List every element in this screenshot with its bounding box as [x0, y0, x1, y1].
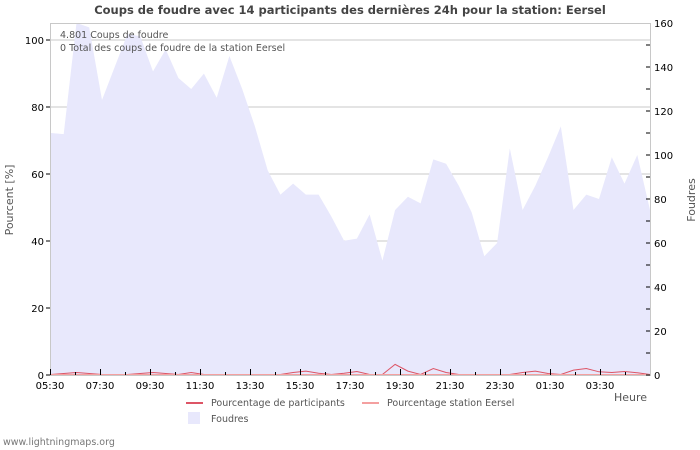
x-axis: 05:30 07:30 09:30 11:30 13:30 15:30 17:30 19:30… [36, 369, 626, 392]
svg-text:120: 120 [654, 107, 673, 118]
svg-text:19:30: 19:30 [386, 381, 415, 392]
svg-text:21:30: 21:30 [436, 381, 465, 392]
svg-text:05:30: 05:30 [36, 381, 65, 392]
svg-text:60: 60 [31, 170, 44, 181]
svg-text:09:30: 09:30 [136, 381, 165, 392]
svg-text:160: 160 [654, 19, 673, 30]
foudres-area [50, 23, 650, 375]
legend: Pourcentage de participants Pourcentage … [186, 398, 514, 425]
left-y-axis: 0 20 40 60 80 100 [25, 36, 50, 382]
svg-text:40: 40 [31, 237, 44, 248]
x-axis-title: Heure [614, 391, 647, 404]
right-y-axis: 0 20 40 60 80 100 120 140 160 [646, 19, 673, 382]
svg-text:15:30: 15:30 [286, 381, 315, 392]
svg-text:23:30: 23:30 [486, 381, 515, 392]
legend-label-participants: Pourcentage de participants [211, 398, 345, 409]
svg-text:03:30: 03:30 [586, 381, 615, 392]
footer-source-link[interactable]: www.lightningmaps.org [3, 437, 115, 448]
svg-text:0: 0 [654, 371, 660, 382]
annotation-total-strikes: 4.801 Coups de foudre [60, 30, 168, 41]
svg-text:100: 100 [25, 36, 44, 47]
svg-text:20: 20 [31, 304, 44, 315]
left-axis-title: Pourcent [%] [3, 165, 16, 236]
svg-text:80: 80 [31, 103, 44, 114]
svg-text:40: 40 [654, 283, 667, 294]
svg-text:0: 0 [38, 371, 44, 382]
svg-text:80: 80 [654, 195, 667, 206]
chart-title: Coups de foudre avec 14 participants des… [94, 3, 606, 17]
svg-text:140: 140 [654, 63, 673, 74]
svg-text:20: 20 [654, 327, 667, 338]
svg-text:07:30: 07:30 [86, 381, 115, 392]
annotation-station-strikes: 0 Total des coups de foudre de la statio… [60, 43, 285, 54]
svg-text:17:30: 17:30 [336, 381, 365, 392]
svg-text:100: 100 [654, 151, 673, 162]
plot-frame [50, 23, 651, 376]
right-axis-title: Foudres [685, 178, 698, 222]
legend-swatch-foudres [188, 412, 200, 424]
legend-label-station: Pourcentage station Eersel [387, 398, 514, 409]
svg-text:60: 60 [654, 239, 667, 250]
svg-text:11:30: 11:30 [186, 381, 215, 392]
svg-text:01:30: 01:30 [536, 381, 565, 392]
svg-text:13:30: 13:30 [236, 381, 265, 392]
legend-label-foudres: Foudres [211, 414, 249, 425]
